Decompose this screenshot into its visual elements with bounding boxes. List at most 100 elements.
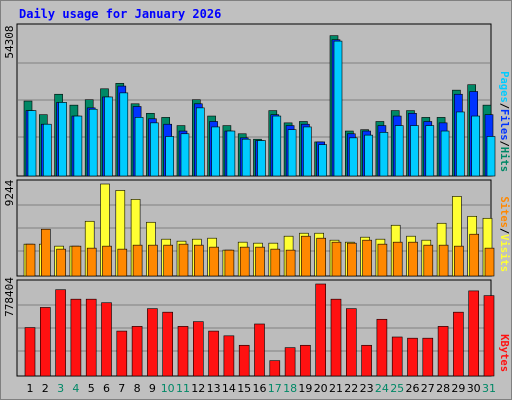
sites-bar: Sites 23: 3600 xyxy=(362,239,372,277)
kbytes-bar: KBytes 23: 260000 xyxy=(361,344,372,377)
pages-bar: Pages 23: 15000 xyxy=(364,134,373,177)
kbytes-bar: KBytes 19: 260000 xyxy=(300,344,311,377)
bars: Hits 1: 27500Hits 2: 22500Hits 3: 30000H… xyxy=(23,35,496,377)
legend-separator: / xyxy=(498,228,510,234)
legend-sites: Sites xyxy=(498,196,510,228)
sites-bar: Sites 31: 2800 xyxy=(484,247,495,277)
day-label: 17 xyxy=(268,382,282,395)
sites-bar: Sites 28: 3100 xyxy=(438,244,449,277)
day-label: 31 xyxy=(482,382,496,395)
sites-bar: Sites 20: 3800 xyxy=(316,237,327,277)
day-label: 30 xyxy=(467,382,481,395)
kbytes-bar: KBytes 4: 650000 xyxy=(70,298,82,377)
pages-bar: Pages 26: 18500 xyxy=(410,125,419,177)
sites-bar: Sites 25: 3400 xyxy=(392,241,403,277)
pages-bar: Pages 30: 22000 xyxy=(471,115,481,177)
visitors-ymax-label: 9244 xyxy=(3,179,16,206)
day-label: 10 xyxy=(161,382,175,395)
day-label: 22 xyxy=(344,382,358,395)
pages-bar: Pages 13: 18000 xyxy=(211,126,220,177)
day-label: 19 xyxy=(298,382,312,395)
kbytes-bar: KBytes 14: 340000 xyxy=(223,335,235,377)
pages-bar: Pages 14: 16500 xyxy=(226,130,236,177)
legend-hits: Hits xyxy=(498,147,510,172)
sites-bar: Sites 19: 4000 xyxy=(301,235,311,277)
day-label: 26 xyxy=(406,382,420,395)
legend-kbytes: KBytes xyxy=(498,334,510,372)
pages-bar: Pages 29: 23500 xyxy=(456,111,465,177)
sites-bar: Sites 12: 3100 xyxy=(194,244,204,277)
kbytes-bar: KBytes 31: 680000 xyxy=(483,295,495,377)
pages-bar: Pages 31: 14500 xyxy=(486,136,496,177)
sites-bar: Sites 9: 3100 xyxy=(148,244,158,277)
pages-bar: Pages 22: 14000 xyxy=(348,137,358,177)
pages-bar: Pages 8: 21500 xyxy=(134,117,144,177)
kbytes-bar: KBytes 22: 570000 xyxy=(345,308,357,377)
sites-bar: Sites 10: 3100 xyxy=(163,244,173,277)
kbytes-bar: KBytes 25: 330000 xyxy=(391,336,403,377)
kbytes-bar: KBytes 11: 420000 xyxy=(177,326,189,377)
day-label: 9 xyxy=(149,382,156,395)
kbytes-bar: KBytes 17: 130000 xyxy=(269,360,281,377)
pages-bar: Pages 4: 22000 xyxy=(73,115,83,177)
pages-bar: Pages 2: 19000 xyxy=(42,123,52,177)
sites-bar: Sites 26: 3400 xyxy=(408,241,418,277)
day-label: 15 xyxy=(237,382,251,395)
sites-bar: Sites 27: 3100 xyxy=(423,244,434,277)
day-label: 1 xyxy=(27,382,34,395)
kbytes-bar: KBytes 16: 440000 xyxy=(254,323,265,377)
pages-bar: Pages 12: 25000 xyxy=(196,107,205,177)
sites-bar: Sites 22: 3300 xyxy=(346,242,357,277)
kbytes-bar: KBytes 12: 460000 xyxy=(193,321,204,377)
legend-separator: / xyxy=(498,103,510,109)
kbytes-bar: KBytes 5: 650000 xyxy=(85,298,97,377)
sites-bar: Sites 11: 3200 xyxy=(178,243,189,277)
pages-bar: Pages 20: 11500 xyxy=(318,144,328,177)
day-label: 21 xyxy=(329,382,343,395)
kbytes-bar: KBytes 28: 420000 xyxy=(437,326,449,377)
pages-bar: Pages 5: 24500 xyxy=(88,108,98,177)
day-label: 13 xyxy=(207,382,221,395)
pages-bar: Pages 17: 22000 xyxy=(272,115,282,177)
traffic-ymax-label: 54308 xyxy=(3,25,16,58)
day-axis-labels: 1 2 3 4 5 6 7 8 9 10 11 12 13 14 15 16 17 18 19 20 21 22 23 24 2… xyxy=(27,382,497,395)
sites-bar: Sites 8: 3100 xyxy=(132,244,143,277)
kbytes-bar: KBytes 26: 320000 xyxy=(407,337,418,377)
pages-bar: Pages 21: 49500 xyxy=(333,40,343,177)
day-label: 4 xyxy=(72,382,79,395)
pages-bar: Pages 10: 14500 xyxy=(165,136,174,177)
day-label: 6 xyxy=(103,382,110,395)
kbytes-bar: KBytes 29: 540000 xyxy=(453,311,464,377)
pages-bar: Pages 28: 16500 xyxy=(440,130,450,177)
chart-title: Daily usage for January 2026 xyxy=(19,7,221,21)
pages-bar: Pages 24: 16000 xyxy=(379,132,389,177)
day-label: 29 xyxy=(451,382,465,395)
sites-bar: Sites 7: 2700 xyxy=(117,248,128,277)
pages-bar: Pages 6: 29000 xyxy=(104,96,113,177)
day-label: 5 xyxy=(88,382,95,395)
sites-bar: Sites 17: 2700 xyxy=(270,248,281,277)
sites-bar: Sites 5: 2800 xyxy=(86,247,97,277)
pages-bar: Pages 11: 15500 xyxy=(180,133,190,177)
pages-bar: Pages 9: 19500 xyxy=(150,122,159,177)
sites-bar: Sites 14: 2600 xyxy=(224,249,235,277)
kbytes-ymax-label: 778404 xyxy=(3,277,16,317)
day-label: 18 xyxy=(283,382,297,395)
kbytes-bar: KBytes 6: 620000 xyxy=(101,302,112,377)
legend-files: Files xyxy=(498,109,510,141)
kbytes-bar: KBytes 21: 650000 xyxy=(330,298,342,377)
day-label: 25 xyxy=(390,382,404,395)
kbytes-bar: KBytes 9: 570000 xyxy=(147,308,158,377)
day-label: 20 xyxy=(314,382,328,395)
kbytes-bar: KBytes 2: 580000 xyxy=(39,307,51,377)
day-label: 12 xyxy=(191,382,205,395)
sites-bar: Sites 16: 2900 xyxy=(255,246,265,277)
legend-separator: / xyxy=(498,140,510,146)
sites-bar: Sites 29: 3000 xyxy=(454,245,464,277)
sites-bar: Sites 21: 3400 xyxy=(331,241,342,277)
kbytes-bar: KBytes 8: 420000 xyxy=(131,326,143,377)
day-label: 11 xyxy=(176,382,190,395)
sites-bar: Sites 2: 4700 xyxy=(40,228,51,277)
kbytes-bar: KBytes 10: 540000 xyxy=(162,311,173,377)
